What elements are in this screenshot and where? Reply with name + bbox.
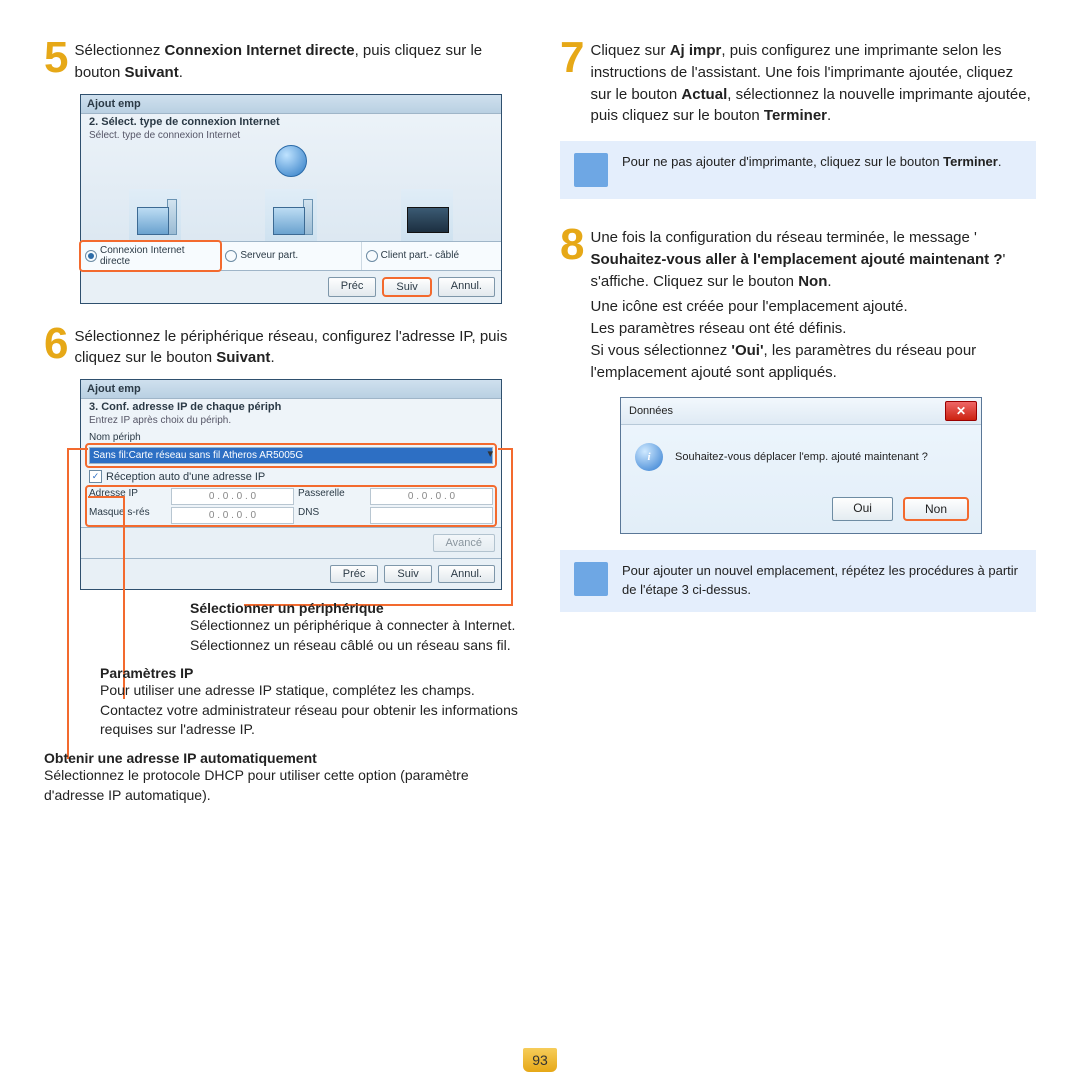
step-num-8: 8 — [560, 223, 584, 267]
page-number: 93 — [523, 1048, 557, 1072]
callout-auto-ip: Obtenir une adresse IP automatiquement S… — [44, 750, 520, 805]
note-icon — [574, 153, 608, 187]
gateway-field[interactable]: 0 . 0 . 0 . 0 — [370, 488, 493, 505]
shot2-title: Ajout emp — [81, 380, 501, 399]
shot2-subtitle: 3. Conf. adresse IP de chaque périph — [81, 399, 501, 415]
radio-client[interactable]: Client part.- câblé — [362, 242, 501, 270]
shot2-hint: Entrez IP après choix du périph. — [81, 415, 501, 430]
radio-icon — [366, 250, 378, 262]
no-button[interactable]: Non — [903, 497, 969, 521]
label-ip: Adresse IP — [89, 488, 167, 505]
note-icon — [574, 562, 608, 596]
shot1-title: Ajout emp — [81, 95, 501, 114]
callout-select-device: Sélectionner un périphérique Sélectionne… — [190, 600, 520, 655]
cancel-button[interactable]: Annul. — [438, 277, 495, 297]
close-icon[interactable]: ✕ — [945, 401, 977, 421]
next-button[interactable]: Suiv — [382, 277, 431, 297]
step-6-text: Sélectionnez le périphérique réseau, con… — [74, 322, 520, 370]
next-button[interactable]: Suiv — [384, 565, 431, 583]
auto-ip-label: Réception auto d'une adresse IP — [106, 471, 265, 483]
note-skip-printer: Pour ne pas ajouter d'imprimante, clique… — [560, 141, 1036, 199]
step-5: 5 Sélectionnez Connexion Internet direct… — [44, 36, 520, 84]
advanced-button[interactable]: Avancé — [433, 534, 496, 552]
radio-direct[interactable]: Connexion Internet directe — [81, 242, 221, 270]
step-8-text: Une fois la configuration du réseau term… — [590, 223, 1036, 383]
step-num-5: 5 — [44, 36, 68, 80]
ip-field[interactable]: 0 . 0 . 0 . 0 — [171, 488, 294, 505]
dialog-message: Souhaitez-vous déplacer l'emp. ajouté ma… — [675, 451, 928, 463]
cancel-button[interactable]: Annul. — [438, 565, 495, 583]
step-num-6: 6 — [44, 322, 68, 366]
right-column: 7 Cliquez sur Aj impr, puis configurez u… — [560, 36, 1036, 805]
label-mask: Masque s-rés — [89, 507, 167, 524]
laptop-icon — [401, 189, 453, 241]
device-select[interactable]: Sans fil:Carte réseau sans fil Atheros A… — [89, 447, 493, 464]
pc-icon — [265, 189, 317, 241]
radio-icon — [225, 250, 237, 262]
auto-ip-checkbox[interactable]: ✓ — [89, 470, 102, 483]
label-device-name: Nom périph — [89, 432, 167, 443]
note-text: Pour ajouter un nouvel emplacement, répé… — [622, 562, 1022, 600]
label-dns: DNS — [298, 507, 366, 524]
radio-server[interactable]: Serveur part. — [221, 242, 361, 270]
label-gateway: Passerelle — [298, 488, 366, 505]
callouts: Sélectionner un périphérique Sélectionne… — [80, 600, 520, 805]
mask-field[interactable]: 0 . 0 . 0 . 0 — [171, 507, 294, 524]
step-7-text: Cliquez sur Aj impr, puis configurez une… — [590, 36, 1036, 127]
note-add-location: Pour ajouter un nouvel emplacement, répé… — [560, 550, 1036, 612]
step-8: 8 Une fois la configuration du réseau te… — [560, 223, 1036, 383]
left-column: 5 Sélectionnez Connexion Internet direct… — [44, 36, 520, 805]
dns-field[interactable] — [370, 507, 493, 524]
step-6: 6 Sélectionnez le périphérique réseau, c… — [44, 322, 520, 370]
prev-button[interactable]: Préc — [330, 565, 379, 583]
confirm-dialog: Données ✕ i Souhaitez-vous déplacer l'em… — [620, 397, 982, 534]
step-7: 7 Cliquez sur Aj impr, puis configurez u… — [560, 36, 1036, 127]
shot1-subtitle: 2. Sélect. type de connexion Internet — [81, 114, 501, 130]
globe-icon — [275, 145, 307, 177]
prev-button[interactable]: Préc — [328, 277, 377, 297]
info-icon: i — [635, 443, 663, 471]
step-num-7: 7 — [560, 36, 584, 80]
yes-button[interactable]: Oui — [832, 497, 893, 521]
shot1-hint: Sélect. type de connexion Internet — [81, 130, 501, 145]
callout-ip-params: Paramètres IP Pour utiliser une adresse … — [100, 665, 520, 740]
screenshot-ip-config: Ajout emp 3. Conf. adresse IP de chaque … — [80, 379, 502, 590]
dialog-title: Données — [629, 405, 673, 417]
pc-icon — [129, 189, 181, 241]
step-5-text: Sélectionnez Connexion Internet directe,… — [74, 36, 520, 84]
screenshot-connection-type: Ajout emp 2. Sélect. type de connexion I… — [80, 94, 502, 304]
radio-on-icon — [85, 250, 97, 262]
